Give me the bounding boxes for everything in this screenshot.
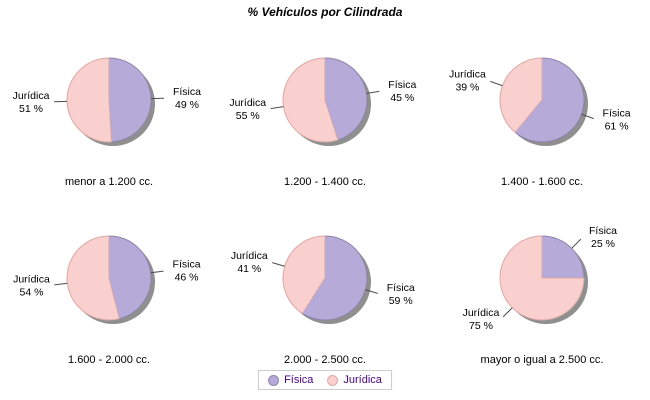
label-leader-line	[270, 106, 284, 110]
slice-label-juridica: Jurídica 75 %	[463, 307, 500, 332]
pie-slice-juridica	[282, 57, 339, 143]
legend-label-fisica: Física	[284, 374, 314, 386]
chart-title: % Vehículos por Cilindrada	[247, 5, 403, 19]
label-leader-line	[490, 80, 503, 87]
pie-svg: Física 49 % Jurídica 51 %	[13, 57, 201, 146]
slice-label-percent: 41 %	[237, 263, 261, 275]
label-leader-line	[366, 90, 380, 94]
pie-slice-fisica	[108, 235, 152, 320]
pie-slice-juridica	[499, 57, 543, 134]
slice-label-juridica: Jurídica 51 %	[13, 90, 50, 115]
pie-cell-2000-2500: Física 59 % Jurídica 41 % 2.000 - 2.500 cc.	[217, 208, 433, 378]
slice-label-percent: 61 %	[605, 121, 629, 133]
pie-cell-1200-1400: Física 45 % Jurídica 55 % 1.200 - 1.400 cc.	[217, 30, 433, 200]
slice-label-name: Jurídica	[13, 90, 50, 102]
slice-label-fisica: Física 61 %	[603, 108, 631, 133]
pie-cell-1600-2000: Física 46 % Jurídica 54 % 1.600 - 2.000 cc.	[1, 208, 217, 378]
slice-label-fisica: Física 45 %	[388, 79, 416, 104]
slice-label-name: Física	[603, 108, 631, 120]
slice-label-fisica: Física 25 %	[589, 225, 617, 250]
pie-category-label: 1.200 - 1.400 cc.	[284, 176, 366, 188]
pie-svg: Física 25 % Jurídica 75 %	[463, 225, 618, 332]
pie-slice-fisica	[514, 57, 585, 143]
pie-slice-fisica	[541, 235, 585, 279]
pie-slice-fisica	[324, 57, 368, 141]
slice-label-name: Jurídica	[231, 250, 268, 262]
slice-label-name: Física	[387, 282, 415, 294]
pie-slice-juridica	[66, 235, 121, 321]
pie-category-label: 1.400 - 1.600 cc.	[501, 176, 583, 188]
legend-label-juridica: Jurídica	[343, 374, 382, 386]
slice-label-percent: 25 %	[591, 238, 615, 250]
slice-label-name: Jurídica	[449, 68, 486, 80]
pie-cell-1400-1600: Física 61 % Jurídica 39 % 1.400 - 1.600 cc.	[434, 30, 650, 200]
pie-slice-juridica	[66, 57, 113, 143]
pie-svg: Física 45 % Jurídica 55 %	[229, 57, 416, 146]
slice-label-percent: 54 %	[19, 286, 43, 298]
slice-label-juridica: Jurídica 55 %	[229, 97, 266, 122]
slice-label-name: Física	[589, 225, 617, 237]
slice-label-name: Jurídica	[229, 97, 266, 109]
pie-svg: Física 46 % Jurídica 54 %	[13, 235, 201, 324]
label-leader-line	[571, 238, 582, 249]
pie-svg: Física 61 % Jurídica 39 %	[449, 57, 631, 146]
label-leader-line	[150, 270, 164, 274]
legend-item-fisica: Física	[268, 374, 313, 386]
slice-label-percent: 45 %	[390, 92, 414, 104]
pie-slice-juridica	[282, 235, 326, 315]
legend-item-juridica: Jurídica	[327, 374, 382, 386]
slice-label-percent: 39 %	[455, 81, 479, 93]
slice-label-name: Física	[388, 79, 416, 91]
pie-cell-mayor-2500: Física 25 % Jurídica 75 % mayor o igual a 2…	[434, 208, 650, 378]
pie-category-label: menor a 1.200 cc.	[64, 176, 154, 188]
legend: Física Jurídica	[258, 370, 392, 390]
pie-slice-juridica	[499, 235, 585, 321]
legend-marker-juridica-icon	[327, 374, 339, 386]
pie-cell-menor-1200: Física 49 % Jurídica 51 % menor a 1.200 cc.	[1, 30, 217, 200]
slice-label-name: Jurídica	[463, 307, 500, 319]
label-leader-line	[54, 282, 68, 286]
label-leader-line	[365, 289, 378, 294]
label-leader-line	[272, 262, 285, 267]
slice-label-name: Física	[173, 86, 201, 98]
pie-category-label: 1.600 - 2.000 cc.	[68, 354, 150, 366]
slice-label-percent: 55 %	[236, 110, 260, 122]
slice-label-fisica: Física 49 %	[173, 86, 201, 111]
slice-label-percent: 59 %	[389, 295, 413, 307]
slice-label-percent: 46 %	[175, 272, 199, 284]
slice-label-fisica: Física 46 %	[173, 259, 201, 284]
pie-category-label: mayor o igual a 2.500 cc.	[480, 354, 604, 366]
slice-label-name: Física	[173, 259, 201, 271]
slice-label-name: Jurídica	[13, 273, 50, 285]
legend-marker-fisica-icon	[268, 374, 280, 386]
slice-label-fisica: Física 59 %	[387, 282, 415, 307]
label-leader-line	[581, 113, 594, 120]
label-leader-line	[502, 307, 513, 318]
slice-label-percent: 75 %	[469, 320, 493, 332]
pie-svg: Física 59 % Jurídica 41 %	[231, 235, 415, 324]
slice-label-percent: 51 %	[19, 103, 43, 115]
pie-category-label: 2.000 - 2.500 cc.	[284, 354, 366, 366]
slice-label-juridica: Jurídica 54 %	[13, 273, 50, 298]
slice-label-percent: 49 %	[175, 99, 199, 111]
pie-slice-fisica	[301, 235, 368, 321]
slice-label-juridica: Jurídica 39 %	[449, 68, 486, 93]
slice-label-juridica: Jurídica 41 %	[231, 250, 268, 275]
